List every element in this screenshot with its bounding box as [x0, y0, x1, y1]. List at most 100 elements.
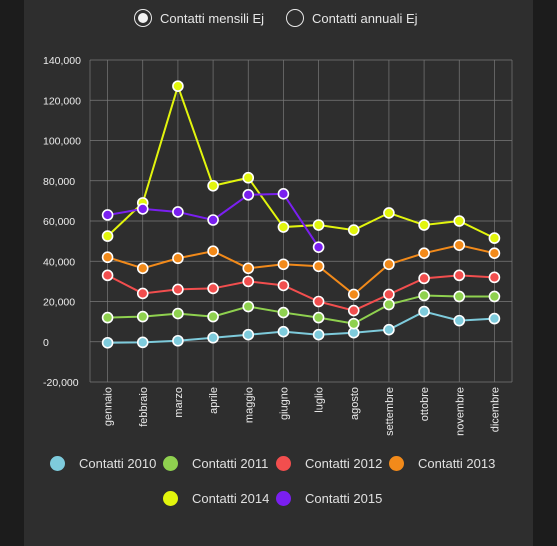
- data-point[interactable]: [453, 215, 466, 227]
- data-point[interactable]: [277, 279, 290, 292]
- series-line: [107, 310, 495, 344]
- data-point[interactable]: [488, 271, 501, 284]
- data-point[interactable]: [101, 230, 114, 242]
- data-point[interactable]: [383, 258, 395, 271]
- data-point[interactable]: [418, 305, 430, 318]
- data-point[interactable]: [207, 282, 219, 295]
- data-point[interactable]: [172, 283, 184, 296]
- radio-selected-icon: [134, 9, 152, 27]
- data-point[interactable]: [453, 290, 466, 303]
- x-tick-label: novembre: [454, 387, 466, 436]
- data-point[interactable]: [136, 310, 149, 323]
- data-point[interactable]: [453, 239, 466, 251]
- data-point[interactable]: [347, 317, 360, 330]
- data-point[interactable]: [347, 304, 360, 317]
- legend-item[interactable]: Contatti 2010: [50, 456, 156, 471]
- legend-item[interactable]: Contatti 2011: [163, 456, 268, 471]
- legend-item[interactable]: Contatti 2014: [163, 491, 269, 506]
- x-tick-label: gennaio: [103, 387, 115, 426]
- data-point[interactable]: [136, 262, 149, 275]
- data-point[interactable]: [453, 314, 466, 327]
- data-point[interactable]: [383, 207, 395, 219]
- data-point[interactable]: [101, 336, 114, 349]
- legend-label: Contatti 2010: [79, 456, 157, 471]
- data-point[interactable]: [172, 206, 184, 218]
- legend-label: Contatti 2013: [418, 456, 496, 471]
- legend-label: Contatti 2014: [192, 491, 270, 506]
- data-point[interactable]: [488, 247, 501, 259]
- y-tick-label: 40,000: [43, 256, 75, 268]
- data-point[interactable]: [277, 306, 290, 319]
- legend-swatch-icon: [276, 491, 291, 506]
- x-tick-label: ottobre: [419, 387, 431, 421]
- data-point[interactable]: [383, 323, 395, 336]
- data-point[interactable]: [242, 262, 255, 275]
- data-point[interactable]: [242, 171, 255, 184]
- data-point[interactable]: [453, 269, 466, 282]
- x-tick-label: dicembre: [489, 387, 501, 432]
- data-point[interactable]: [488, 290, 501, 303]
- data-point[interactable]: [172, 80, 184, 92]
- data-point[interactable]: [207, 179, 219, 192]
- data-point[interactable]: [242, 300, 255, 313]
- legend-item[interactable]: Contatti 2013: [389, 456, 495, 471]
- series-line: [107, 274, 495, 312]
- monthly-contacts-label: Contatti mensili Ej: [160, 10, 265, 26]
- yearly-contacts-radio[interactable]: Contatti annuali Ej: [286, 9, 418, 27]
- data-point[interactable]: [101, 251, 114, 264]
- data-point[interactable]: [312, 295, 325, 308]
- data-point[interactable]: [172, 252, 184, 265]
- data-point[interactable]: [277, 258, 290, 271]
- series-line: [106, 82, 495, 240]
- data-point[interactable]: [172, 334, 184, 347]
- data-point[interactable]: [242, 189, 255, 201]
- data-point[interactable]: [488, 312, 501, 325]
- data-point[interactable]: [242, 275, 255, 288]
- data-point[interactable]: [101, 311, 114, 324]
- data-point[interactable]: [488, 232, 501, 244]
- monthly-contacts-radio[interactable]: Contatti mensili Ej: [134, 9, 264, 27]
- data-point[interactable]: [172, 307, 184, 320]
- legend-item[interactable]: Contatti 2012: [276, 456, 382, 471]
- legend-label: Contatti 2012: [305, 456, 383, 471]
- x-tick-label: giugno: [278, 387, 290, 420]
- legend-swatch-icon: [50, 456, 65, 471]
- data-point[interactable]: [207, 245, 219, 257]
- legend-swatch-icon: [276, 456, 291, 471]
- data-point[interactable]: [418, 289, 430, 302]
- data-point[interactable]: [207, 331, 219, 344]
- data-point[interactable]: [312, 219, 325, 231]
- data-point[interactable]: [136, 336, 149, 349]
- data-point[interactable]: [277, 221, 290, 233]
- data-point[interactable]: [242, 328, 255, 341]
- y-tick-label: -20,000: [43, 377, 79, 389]
- data-point[interactable]: [418, 219, 430, 231]
- data-point[interactable]: [207, 310, 219, 323]
- y-tick-label: 80,000: [43, 176, 75, 188]
- series-line: [107, 294, 495, 325]
- y-tick-label: 0: [43, 337, 49, 349]
- data-point[interactable]: [136, 287, 149, 300]
- data-point[interactable]: [101, 269, 114, 282]
- data-point[interactable]: [277, 325, 290, 338]
- data-point[interactable]: [312, 260, 325, 273]
- data-point[interactable]: [277, 188, 290, 200]
- data-point[interactable]: [383, 288, 395, 301]
- data-point[interactable]: [347, 288, 360, 301]
- legend-swatch-icon: [389, 456, 404, 471]
- data-point[interactable]: [312, 241, 325, 253]
- data-point[interactable]: [136, 203, 149, 215]
- data-point[interactable]: [347, 224, 360, 236]
- yearly-contacts-label: Contatti annuali Ej: [312, 10, 418, 26]
- data-point[interactable]: [383, 298, 395, 311]
- data-point[interactable]: [312, 311, 325, 324]
- x-tick-label: marzo: [173, 387, 185, 418]
- data-point[interactable]: [418, 272, 430, 285]
- legend-item[interactable]: Contatti 2015: [276, 491, 382, 506]
- data-point[interactable]: [312, 328, 325, 341]
- data-point[interactable]: [418, 247, 430, 259]
- x-tick-label: luglio: [314, 387, 326, 413]
- data-point[interactable]: [101, 209, 114, 221]
- data-point[interactable]: [207, 214, 219, 226]
